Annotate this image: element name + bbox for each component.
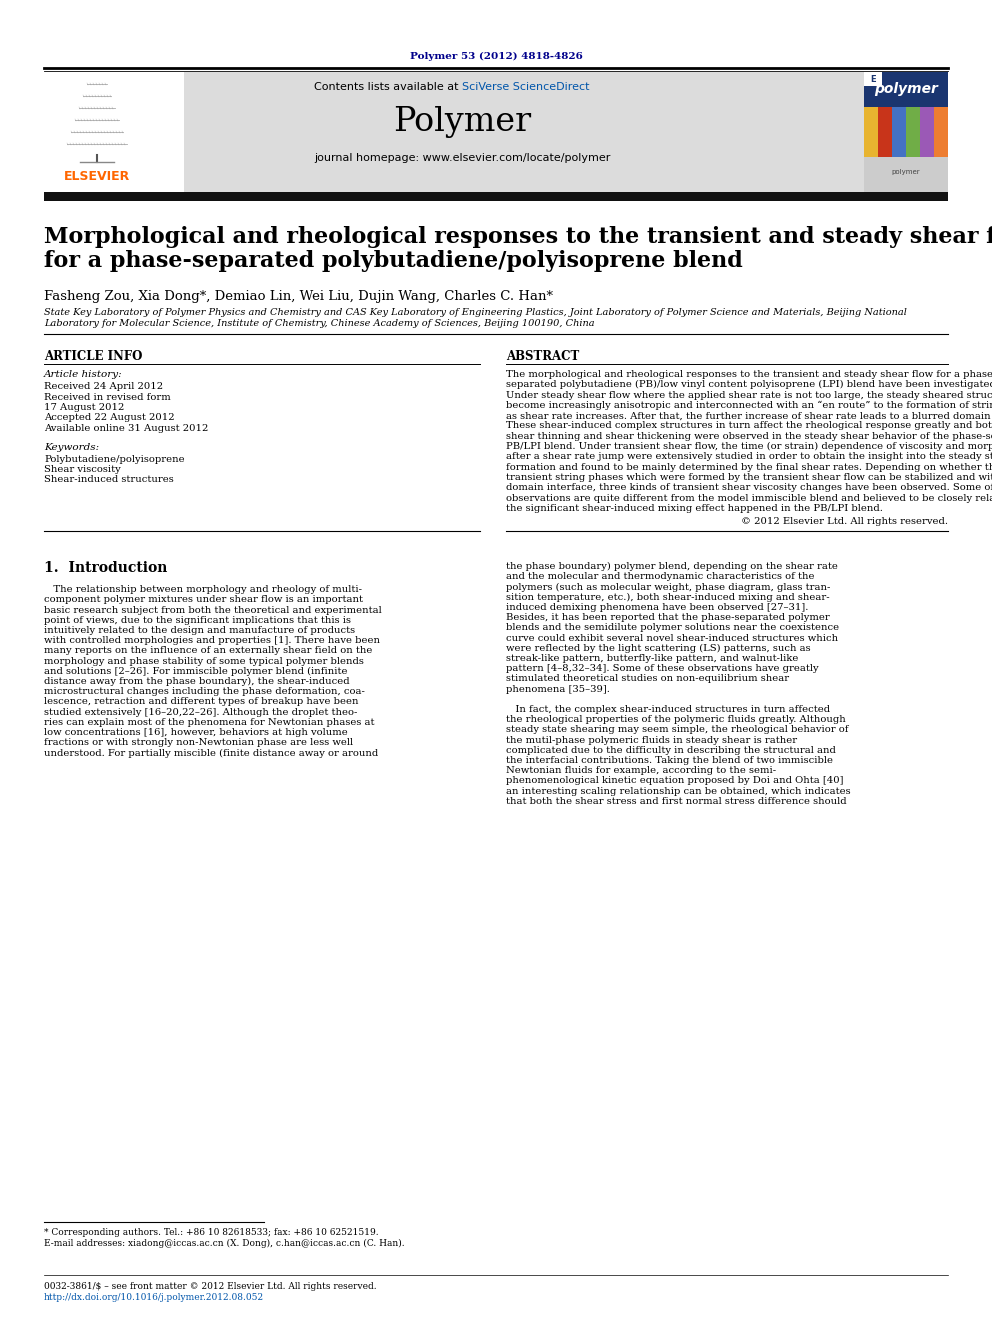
Text: These shear-induced complex structures in turn affect the rheological response g: These shear-induced complex structures i… bbox=[506, 422, 992, 430]
Text: Article history:: Article history: bbox=[44, 370, 123, 378]
Text: studied extensively [16–20,22–26]. Although the droplet theo-: studied extensively [16–20,22–26]. Altho… bbox=[44, 708, 357, 717]
Text: ABSTRACT: ABSTRACT bbox=[506, 351, 579, 363]
Text: 17 August 2012: 17 August 2012 bbox=[44, 404, 124, 411]
Bar bbox=[934, 107, 948, 157]
Bar bbox=[44, 192, 948, 201]
Text: Newtonian fluids for example, according to the semi-: Newtonian fluids for example, according … bbox=[506, 766, 776, 775]
Text: streak-like pattern, butterfly-like pattern, and walnut-like: streak-like pattern, butterfly-like patt… bbox=[506, 654, 799, 663]
Text: E-mail addresses: xiadong@iccas.ac.cn (X. Dong), c.han@iccas.ac.cn (C. Han).: E-mail addresses: xiadong@iccas.ac.cn (X… bbox=[44, 1240, 405, 1248]
Text: polymers (such as molecular weight, phase diagram, glass tran-: polymers (such as molecular weight, phas… bbox=[506, 582, 830, 591]
Text: component polymer mixtures under shear flow is an important: component polymer mixtures under shear f… bbox=[44, 595, 363, 605]
Text: domain interface, three kinds of transient shear viscosity changes have been obs: domain interface, three kinds of transie… bbox=[506, 483, 992, 492]
Text: morphology and phase stability of some typical polymer blends: morphology and phase stability of some t… bbox=[44, 656, 364, 665]
Text: 1.  Introduction: 1. Introduction bbox=[44, 561, 168, 576]
Text: fractions or with strongly non-Newtonian phase are less well: fractions or with strongly non-Newtonian… bbox=[44, 738, 353, 747]
Text: the rheological properties of the polymeric fluids greatly. Although: the rheological properties of the polyme… bbox=[506, 716, 846, 724]
Text: Keywords:: Keywords: bbox=[44, 442, 99, 451]
Text: microstructural changes including the phase deformation, coa-: microstructural changes including the ph… bbox=[44, 687, 365, 696]
Text: steady state shearing may seem simple, the rheological behavior of: steady state shearing may seem simple, t… bbox=[506, 725, 848, 734]
Text: ELSEVIER: ELSEVIER bbox=[63, 169, 130, 183]
Text: the phase boundary) polymer blend, depending on the shear rate: the phase boundary) polymer blend, depen… bbox=[506, 562, 838, 572]
Text: Accepted 22 August 2012: Accepted 22 August 2012 bbox=[44, 414, 175, 422]
Text: Polybutadiene/polyisoprene: Polybutadiene/polyisoprene bbox=[44, 455, 185, 463]
Text: the significant shear-induced mixing effect happened in the PB/LPI blend.: the significant shear-induced mixing eff… bbox=[506, 504, 883, 513]
Bar bbox=[44, 71, 948, 192]
Text: * Corresponding authors. Tel.: +86 10 82618533; fax: +86 10 62521519.: * Corresponding authors. Tel.: +86 10 82… bbox=[44, 1228, 379, 1237]
Bar bbox=[864, 157, 948, 192]
Text: Polymer 53 (2012) 4818-4826: Polymer 53 (2012) 4818-4826 bbox=[410, 52, 582, 61]
Text: and solutions [2–26]. For immiscible polymer blend (infinite: and solutions [2–26]. For immiscible pol… bbox=[44, 667, 347, 676]
Text: become increasingly anisotropic and interconnected with an “en route” to the for: become increasingly anisotropic and inte… bbox=[506, 401, 992, 410]
Text: ries can explain most of the phenomena for Newtonian phases at: ries can explain most of the phenomena f… bbox=[44, 718, 375, 726]
Bar bbox=[864, 71, 882, 86]
Text: E: E bbox=[870, 74, 876, 83]
Text: © 2012 Elsevier Ltd. All rights reserved.: © 2012 Elsevier Ltd. All rights reserved… bbox=[741, 517, 948, 527]
Bar bbox=[892, 107, 906, 157]
Bar bbox=[920, 107, 934, 157]
Text: polymer: polymer bbox=[892, 169, 921, 175]
Text: understood. For partially miscible (finite distance away or around: understood. For partially miscible (fini… bbox=[44, 749, 378, 758]
Text: that both the shear stress and first normal stress difference should: that both the shear stress and first nor… bbox=[506, 796, 846, 806]
Text: The relationship between morphology and rheology of multi-: The relationship between morphology and … bbox=[44, 585, 362, 594]
Text: Available online 31 August 2012: Available online 31 August 2012 bbox=[44, 423, 208, 433]
Text: 0032-3861/$ – see front matter © 2012 Elsevier Ltd. All rights reserved.: 0032-3861/$ – see front matter © 2012 El… bbox=[44, 1282, 377, 1291]
Bar bbox=[878, 107, 892, 157]
Text: Received in revised form: Received in revised form bbox=[44, 393, 171, 401]
Text: blends and the semidilute polymer solutions near the coexistence: blends and the semidilute polymer soluti… bbox=[506, 623, 839, 632]
Text: Morphological and rheological responses to the transient and steady shear flow: Morphological and rheological responses … bbox=[44, 226, 992, 247]
Text: Shear-induced structures: Shear-induced structures bbox=[44, 475, 174, 484]
Text: with controlled morphologies and properties [1]. There have been: with controlled morphologies and propert… bbox=[44, 636, 380, 646]
Text: induced demixing phenomena have been observed [27–31].: induced demixing phenomena have been obs… bbox=[506, 603, 808, 613]
Text: separated polybutadiene (PB)/low vinyl content polyisoprene (LPI) blend have bee: separated polybutadiene (PB)/low vinyl c… bbox=[506, 380, 992, 389]
Text: In fact, the complex shear-induced structures in turn affected: In fact, the complex shear-induced struc… bbox=[506, 705, 830, 714]
Text: after a shear rate jump were extensively studied in order to obtain the insight : after a shear rate jump were extensively… bbox=[506, 452, 992, 462]
Text: were reflected by the light scattering (LS) patterns, such as: were reflected by the light scattering (… bbox=[506, 644, 810, 654]
Text: formation and found to be mainly determined by the final shear rates. Depending : formation and found to be mainly determi… bbox=[506, 463, 992, 472]
Text: Shear viscosity: Shear viscosity bbox=[44, 464, 121, 474]
Text: the interfacial contributions. Taking the blend of two immiscible: the interfacial contributions. Taking th… bbox=[506, 755, 833, 765]
Text: phenomena [35–39].: phenomena [35–39]. bbox=[506, 684, 610, 693]
Text: Polymer: Polymer bbox=[393, 106, 531, 138]
Text: complicated due to the difficulty in describing the structural and: complicated due to the difficulty in des… bbox=[506, 746, 836, 755]
Text: and the molecular and thermodynamic characteristics of the: and the molecular and thermodynamic char… bbox=[506, 573, 814, 581]
Text: http://dx.doi.org/10.1016/j.polymer.2012.08.052: http://dx.doi.org/10.1016/j.polymer.2012… bbox=[44, 1293, 264, 1302]
Text: many reports on the influence of an externally shear field on the: many reports on the influence of an exte… bbox=[44, 647, 372, 655]
Text: for a phase-separated polybutadiene/polyisoprene blend: for a phase-separated polybutadiene/poly… bbox=[44, 250, 743, 273]
Bar bbox=[44, 71, 184, 192]
Bar bbox=[864, 107, 878, 157]
Text: intuitively related to the design and manufacture of products: intuitively related to the design and ma… bbox=[44, 626, 355, 635]
Text: the mutil-phase polymeric fluids in steady shear is rather: the mutil-phase polymeric fluids in stea… bbox=[506, 736, 798, 745]
Text: polymer: polymer bbox=[874, 82, 938, 97]
Text: shear thinning and shear thickening were observed in the steady shear behavior o: shear thinning and shear thickening were… bbox=[506, 431, 992, 441]
Text: The morphological and rheological responses to the transient and steady shear fl: The morphological and rheological respon… bbox=[506, 370, 992, 378]
Text: ARTICLE INFO: ARTICLE INFO bbox=[44, 351, 143, 363]
Text: transient string phases which were formed by the transient shear flow can be sta: transient string phases which were forme… bbox=[506, 474, 992, 482]
Text: phenomenological kinetic equation proposed by Doi and Ohta [40]: phenomenological kinetic equation propos… bbox=[506, 777, 843, 786]
Text: pattern [4–8,32–34]. Some of these observations have greatly: pattern [4–8,32–34]. Some of these obser… bbox=[506, 664, 818, 673]
Text: journal homepage: www.elsevier.com/locate/polymer: journal homepage: www.elsevier.com/locat… bbox=[313, 153, 610, 163]
Text: Under steady shear flow where the applied shear rate is not too large, the stead: Under steady shear flow where the applie… bbox=[506, 390, 992, 400]
Text: as shear rate increases. After that, the further increase of shear rate leads to: as shear rate increases. After that, the… bbox=[506, 411, 992, 421]
Text: an interesting scaling relationship can be obtained, which indicates: an interesting scaling relationship can … bbox=[506, 787, 850, 795]
Text: point of views, due to the significant implications that this is: point of views, due to the significant i… bbox=[44, 615, 351, 624]
Text: basic research subject from both the theoretical and experimental: basic research subject from both the the… bbox=[44, 606, 382, 615]
Text: Fasheng Zou, Xia Dong*, Demiao Lin, Wei Liu, Dujin Wang, Charles C. Han*: Fasheng Zou, Xia Dong*, Demiao Lin, Wei … bbox=[44, 290, 553, 303]
Text: Received 24 April 2012: Received 24 April 2012 bbox=[44, 382, 163, 392]
Text: Contents lists available at: Contents lists available at bbox=[314, 82, 462, 93]
Text: low concentrations [16], however, behaviors at high volume: low concentrations [16], however, behavi… bbox=[44, 728, 348, 737]
Text: State Key Laboratory of Polymer Physics and Chemistry and CAS Key Laboratory of : State Key Laboratory of Polymer Physics … bbox=[44, 308, 907, 318]
Text: sition temperature, etc.), both shear-induced mixing and shear-: sition temperature, etc.), both shear-in… bbox=[506, 593, 829, 602]
Text: PB/LPI blend. Under transient shear flow, the time (or strain) dependence of vis: PB/LPI blend. Under transient shear flow… bbox=[506, 442, 992, 451]
Text: observations are quite different from the model immiscible blend and believed to: observations are quite different from th… bbox=[506, 493, 992, 503]
Text: curve could exhibit several novel shear-induced structures which: curve could exhibit several novel shear-… bbox=[506, 634, 838, 643]
Text: distance away from the phase boundary), the shear-induced: distance away from the phase boundary), … bbox=[44, 677, 349, 687]
Text: stimulated theoretical studies on non-equilibrium shear: stimulated theoretical studies on non-eq… bbox=[506, 675, 789, 684]
Bar bbox=[906, 107, 920, 157]
Text: Besides, it has been reported that the phase-separated polymer: Besides, it has been reported that the p… bbox=[506, 613, 829, 622]
Bar bbox=[864, 71, 948, 107]
Text: lescence, retraction and different types of breakup have been: lescence, retraction and different types… bbox=[44, 697, 358, 706]
Text: SciVerse ScienceDirect: SciVerse ScienceDirect bbox=[462, 82, 589, 93]
Text: Laboratory for Molecular Science, Institute of Chemistry, Chinese Academy of Sci: Laboratory for Molecular Science, Instit… bbox=[44, 319, 594, 328]
